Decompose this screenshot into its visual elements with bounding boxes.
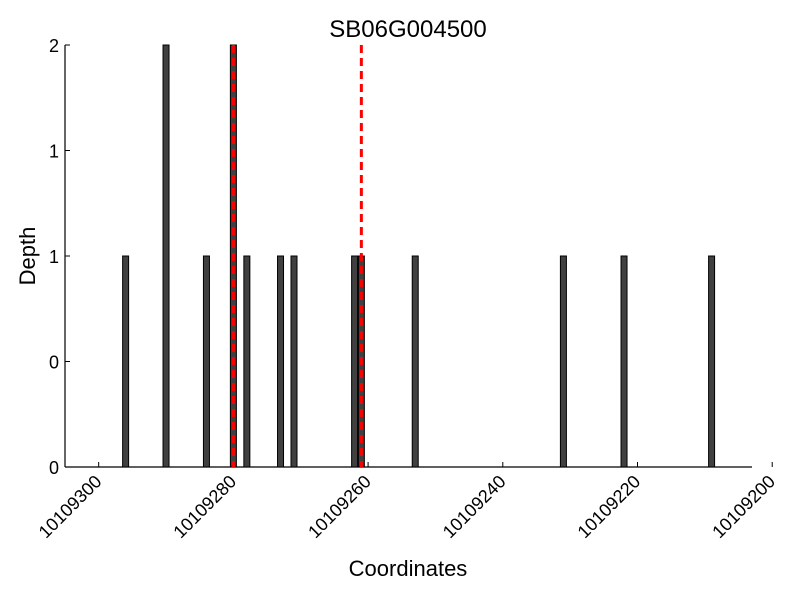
- bar: [162, 44, 170, 468]
- x-tick-label: 10109220: [574, 471, 645, 542]
- x-axis-label: Coordinates: [349, 556, 468, 581]
- y-tick-label: 2: [49, 36, 59, 56]
- x-tick-label: 10109280: [169, 471, 240, 542]
- bar: [122, 255, 130, 468]
- bar: [411, 255, 419, 468]
- y-tick-label: 1: [49, 142, 59, 162]
- x-tick-label: 10109300: [35, 471, 106, 542]
- bar: [290, 255, 298, 468]
- x-tick-label: 10109200: [708, 471, 779, 542]
- y-tick-label: 0: [49, 458, 59, 478]
- bar: [708, 255, 716, 468]
- x-tick-label: 10109240: [439, 471, 510, 542]
- bar: [351, 255, 359, 468]
- bar: [559, 255, 567, 468]
- x-tick-label: 10109260: [304, 471, 375, 542]
- bar: [620, 255, 628, 468]
- y-tick-label: 1: [49, 247, 59, 267]
- plot-area: 0 0 1 1 2 10109300 10109280 10109260 10109240 101…: [35, 36, 779, 542]
- bar: [277, 255, 285, 468]
- bar: [243, 255, 251, 468]
- y-tick-label: 0: [49, 353, 59, 373]
- chart-title: SB06G004500: [329, 16, 486, 43]
- y-axis-label: Depth: [15, 227, 40, 286]
- bar: [202, 255, 210, 468]
